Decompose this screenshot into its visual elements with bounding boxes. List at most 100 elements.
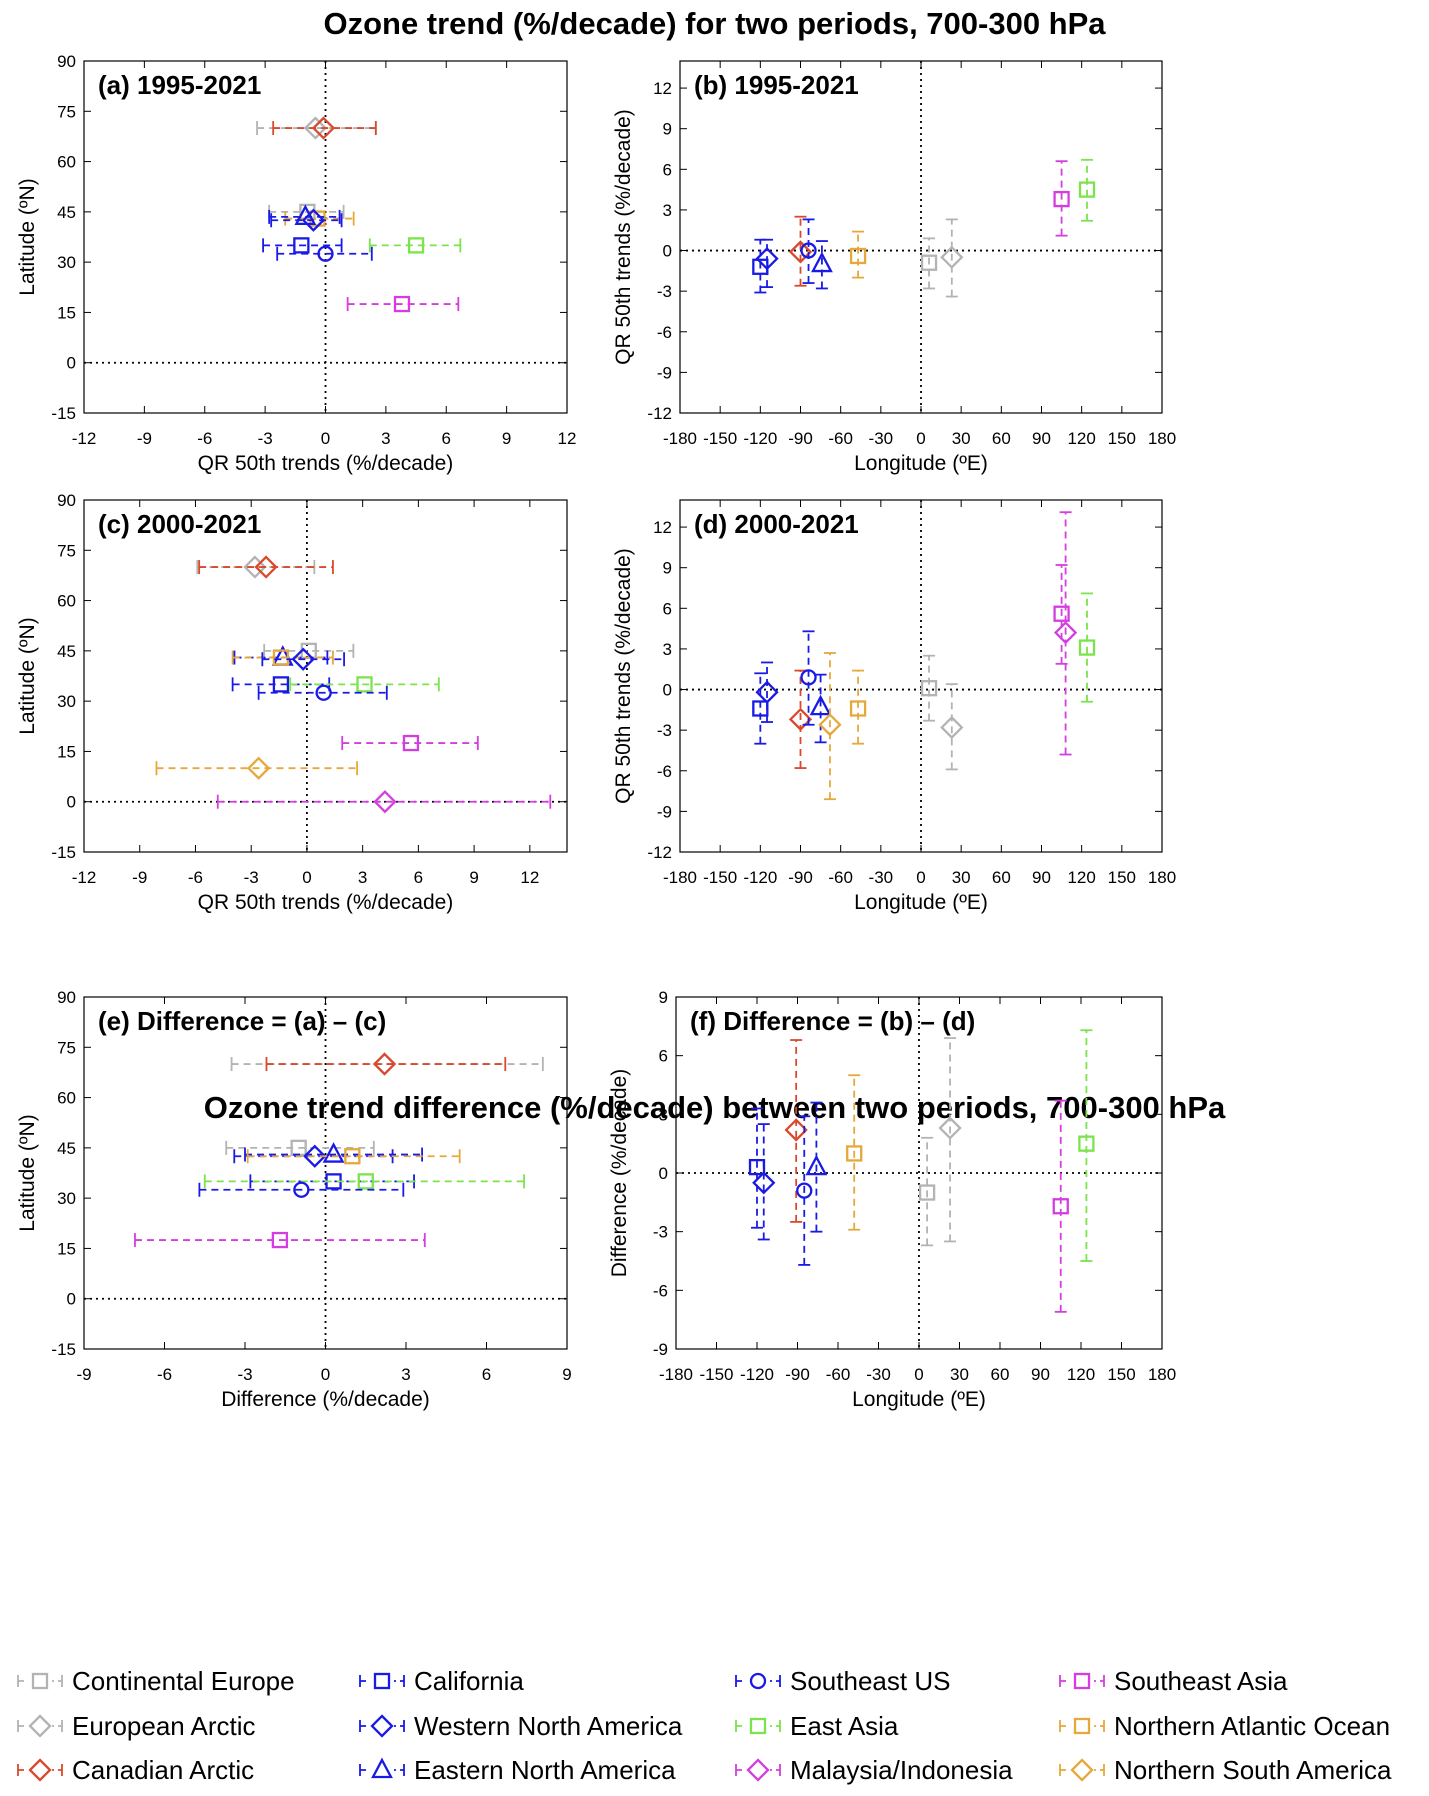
- y-tick-label: 0: [663, 681, 672, 700]
- diamond-marker: [940, 245, 964, 269]
- x-tick-label: -180: [663, 429, 697, 448]
- point-malaysia-indonesia: [1053, 511, 1078, 756]
- point-northern-atlantic-ocean: [231, 649, 334, 666]
- point-continental-europe: [920, 237, 938, 290]
- figure-title-top: Ozone trend (%/decade) for two periods, …: [323, 6, 1106, 41]
- square-marker: [1052, 1198, 1069, 1215]
- y-tick-label: -3: [657, 282, 672, 301]
- point-northern-atlantic-ocean: [849, 669, 867, 745]
- x-tick-label: 90: [1032, 429, 1051, 448]
- square-marker: [920, 680, 938, 697]
- point-canadian-arctic: [788, 215, 813, 287]
- x-tick-label: 60: [991, 1365, 1010, 1384]
- point-southeast-us: [800, 630, 817, 726]
- point-western-north-america: [755, 238, 779, 288]
- y-tick-label: 75: [57, 102, 76, 121]
- x-tick-label: -120: [743, 429, 777, 448]
- square-marker: [918, 1184, 936, 1201]
- x-tick-label: 150: [1108, 429, 1136, 448]
- y-tick-label: 90: [57, 491, 76, 510]
- y-tick-label: 60: [57, 153, 76, 172]
- circle-marker: [315, 684, 332, 701]
- square-marker: [920, 254, 938, 271]
- legend-circle-marker: [749, 1672, 767, 1690]
- legend-marker-bg: [1070, 1714, 1094, 1738]
- x-tick-label: 6: [442, 429, 451, 448]
- y-tick-label: 90: [57, 52, 76, 71]
- x-tick-label: -90: [785, 1365, 810, 1384]
- legend-square-marker: [749, 1717, 767, 1735]
- x-tick-label: -9: [76, 1365, 91, 1384]
- point-canadian-arctic: [265, 1052, 507, 1076]
- panel-label: (c) 2000-2021: [98, 509, 261, 539]
- square-marker: [293, 237, 310, 254]
- square-marker: [272, 676, 290, 693]
- triangle-marker: [811, 251, 833, 273]
- legend-marker-bg: [28, 1714, 52, 1738]
- point-northern-south-america: [155, 756, 358, 780]
- point-eastern-north-america: [811, 240, 833, 290]
- x-tick-label: 6: [414, 868, 423, 887]
- y-tick-label: 0: [67, 1290, 76, 1309]
- x-axis-label: QR 50th trends (%/decade): [198, 891, 454, 914]
- y-tick-label: 60: [57, 1089, 76, 1108]
- x-tick-label: 0: [321, 1365, 330, 1384]
- y-tick-label: 9: [663, 559, 672, 578]
- y-tick-label: -3: [653, 1223, 668, 1242]
- square-marker: [1078, 639, 1096, 656]
- point-southeast-us: [276, 245, 373, 262]
- point-california: [748, 1107, 766, 1229]
- diamond-marker: [246, 756, 271, 780]
- diamond-marker: [311, 116, 336, 140]
- circle-marker: [317, 245, 334, 262]
- panel-label: (e) Difference = (a) – (c): [98, 1006, 386, 1036]
- y-tick-label: 9: [659, 988, 668, 1007]
- legend-square-marker: [1073, 1717, 1091, 1735]
- legend-triangle-marker: [371, 1757, 393, 1779]
- square-marker: [402, 734, 420, 752]
- point-eastern-north-america: [805, 1101, 828, 1233]
- panel-a: -12 -9 -6 -3 0 3 6 9 12 -15 0 15 30 45 60 75 90 QR 50th t…: [16, 52, 576, 475]
- point-western-north-america: [752, 1123, 776, 1241]
- legend-marker-bg: [370, 1714, 394, 1738]
- square-marker: [393, 295, 411, 313]
- y-tick-label: 12: [653, 79, 672, 98]
- legend-diamond-marker: [28, 1758, 52, 1782]
- square-marker: [1053, 190, 1070, 208]
- x-tick-label: 180: [1148, 1365, 1176, 1384]
- legend-item-northern-south-america: Northern South America: [1059, 1755, 1392, 1785]
- x-tick-label: -150: [703, 429, 737, 448]
- x-tick-label: 60: [992, 868, 1011, 887]
- x-axis-label: Longitude (ºE): [852, 1388, 986, 1411]
- x-axis-label: QR 50th trends (%/decade): [198, 452, 454, 475]
- x-tick-label: -6: [188, 868, 203, 887]
- point-east-asia: [203, 1173, 525, 1190]
- legend-marker-bg: [28, 1669, 52, 1693]
- legend-item-western-north-america: Western North America: [359, 1711, 683, 1741]
- legend-item-malaysia-indonesia: Malaysia/Indonesia: [735, 1755, 1013, 1785]
- y-tick-label: 0: [67, 793, 76, 812]
- y-axis-label: QR 50th trends (%/decade): [612, 109, 635, 365]
- point-southeast-us: [198, 1181, 405, 1198]
- legend-label: Malaysia/Indonesia: [790, 1755, 1013, 1785]
- square-marker: [1078, 1135, 1095, 1152]
- panel-d: -180 -150 -120 -90 -60 -30 0 30 60 90 120 150 180-12…: [612, 499, 1176, 914]
- y-tick-label: 6: [659, 1047, 668, 1066]
- x-tick-label: 150: [1107, 1365, 1135, 1384]
- panel-e: -9 -6 -3 0 3 6 9 -15 0 15 30 45 60 75 90 Difference (%/…: [16, 988, 572, 1411]
- x-tick-label: -30: [869, 429, 894, 448]
- point-northern-south-america: [818, 652, 842, 801]
- x-tick-label: 0: [321, 429, 330, 448]
- y-tick-label: -12: [647, 843, 672, 862]
- point-east-asia: [1078, 1029, 1095, 1262]
- y-axis-label: Latitude (ºN): [16, 178, 39, 295]
- legend-item-california: California: [359, 1666, 524, 1696]
- diamond-marker: [788, 707, 813, 731]
- legend-square-marker: [31, 1672, 49, 1690]
- x-tick-label: -9: [137, 429, 152, 448]
- legend-square-marker: [373, 1672, 391, 1690]
- point-european-arctic: [940, 683, 964, 771]
- diamond-marker: [303, 1144, 327, 1168]
- diamond-marker: [784, 1118, 808, 1142]
- x-tick-label: 0: [914, 1365, 923, 1384]
